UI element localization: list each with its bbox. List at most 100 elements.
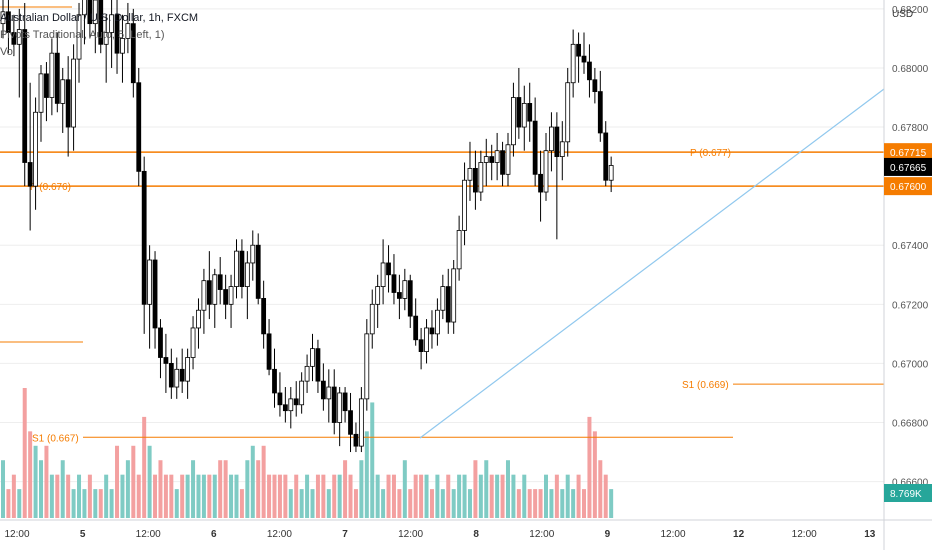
candle-body xyxy=(103,32,109,45)
candle-body xyxy=(217,274,223,290)
volume-bar xyxy=(212,474,217,518)
volume-bar xyxy=(33,445,38,518)
volume-bar xyxy=(158,460,163,518)
candle-body xyxy=(315,348,321,382)
candle-body xyxy=(244,262,250,287)
volume-bar xyxy=(467,489,472,518)
candle-body xyxy=(407,280,413,317)
candle-body xyxy=(456,230,462,270)
candle-body xyxy=(320,380,326,400)
volume-bar xyxy=(413,474,418,518)
candle-body xyxy=(228,286,234,305)
volume-bar xyxy=(582,489,587,518)
volume-bar xyxy=(136,474,141,518)
volume-bar xyxy=(348,474,353,518)
volume-label[interactable]: Vol xyxy=(0,46,16,58)
price-badge xyxy=(884,143,932,162)
volume-bar xyxy=(522,474,527,518)
candle-body xyxy=(33,111,38,187)
volume-bar xyxy=(98,489,103,518)
volume-bar xyxy=(440,489,445,518)
candle-body xyxy=(554,126,560,157)
candle-body xyxy=(255,244,261,299)
volume-bar xyxy=(500,474,505,518)
price-badge xyxy=(884,157,932,176)
volume-bar xyxy=(332,474,337,518)
volume-bar xyxy=(391,474,396,518)
volume-bar xyxy=(22,388,27,518)
candle-body xyxy=(201,280,207,311)
candle-body xyxy=(532,120,538,175)
candle-body xyxy=(549,126,554,152)
indicator-label[interactable]: Pivots Traditional, Auto, 5, Left, 1) xyxy=(0,29,165,41)
volume-bar xyxy=(462,474,467,518)
candle-body xyxy=(158,327,163,358)
candle-body xyxy=(130,23,136,84)
candle-body xyxy=(185,357,191,382)
volume-bar xyxy=(592,431,597,518)
candle-body xyxy=(304,365,310,382)
chart-legend: Australian Dollar / U.S. Dollar, 1h, FXC… xyxy=(0,10,198,61)
volume-bar xyxy=(104,474,109,518)
volume-bar xyxy=(516,489,521,518)
volume-bar xyxy=(288,489,293,518)
x-tick-label: 13 xyxy=(864,529,876,540)
candle-body xyxy=(565,82,571,143)
x-tick-label: 12 xyxy=(733,529,745,540)
candle-body xyxy=(597,91,603,134)
candle-body xyxy=(234,250,239,287)
volume-bar xyxy=(55,474,60,518)
candle-body xyxy=(543,150,549,193)
volume-bar xyxy=(538,489,543,518)
volume-bar xyxy=(283,474,288,518)
volume-bar xyxy=(39,460,44,518)
volume-bar xyxy=(131,445,136,518)
x-tick-label: 7 xyxy=(342,529,348,540)
candle-body xyxy=(445,286,451,323)
volume-bar xyxy=(429,489,434,518)
volume-bar xyxy=(533,489,538,518)
volume-bar xyxy=(44,445,49,518)
volume-bar xyxy=(451,489,456,518)
volume-bar xyxy=(381,489,386,518)
x-tick-label: 12:00 xyxy=(792,529,817,540)
volume-bar xyxy=(364,431,369,518)
volume-bar xyxy=(554,474,559,518)
candle-body xyxy=(592,79,598,92)
candle-body xyxy=(576,43,581,57)
candle-body xyxy=(22,29,28,163)
volume-bar xyxy=(386,474,391,518)
candle-body xyxy=(462,179,467,231)
candle-body xyxy=(380,262,386,287)
volume-badge xyxy=(884,484,932,502)
price-badge xyxy=(884,177,932,196)
volume-bar xyxy=(326,489,331,518)
candle-body xyxy=(396,292,402,299)
currency-label: USD xyxy=(892,9,914,20)
trend-line xyxy=(419,88,885,439)
volume-bar xyxy=(201,474,206,518)
symbol-title[interactable]: Australian Dollar / U.S. Dollar, 1h, FXC… xyxy=(0,12,199,24)
volume-badge-label: 8.769K xyxy=(890,489,922,500)
volume-bar xyxy=(402,460,407,518)
candle-body xyxy=(511,97,516,146)
volume-bar xyxy=(397,489,402,518)
candle-body xyxy=(467,168,473,181)
candle-body xyxy=(120,38,125,54)
candle-body xyxy=(147,259,153,305)
candle-body xyxy=(483,156,489,163)
y-tick-label: 0.67000 xyxy=(892,359,929,370)
candle-body xyxy=(587,61,592,81)
volume-bar xyxy=(473,460,478,518)
x-tick-label: 12:00 xyxy=(529,529,554,540)
volume-bar xyxy=(66,474,71,518)
candle-body xyxy=(369,303,375,335)
volume-bar xyxy=(109,489,114,518)
volume-bar xyxy=(234,474,239,518)
pivot-label: P (0.676) xyxy=(30,182,71,193)
candle-body xyxy=(353,433,359,447)
candle-body xyxy=(87,0,93,25)
volume-bar xyxy=(359,460,364,518)
